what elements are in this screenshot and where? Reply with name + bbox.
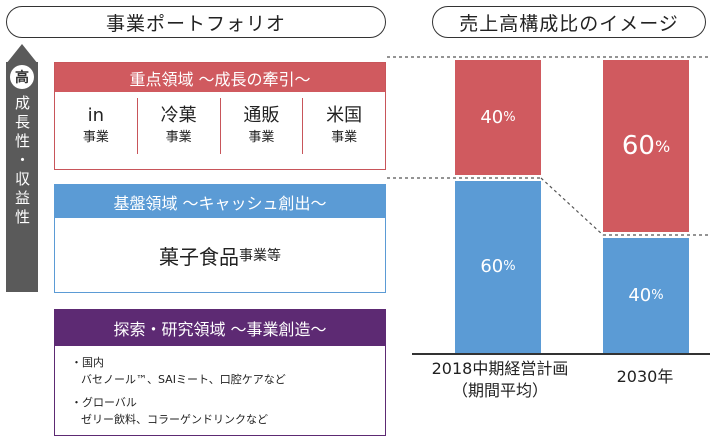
base-business-name: 菓子食品	[159, 244, 239, 269]
base-area-title: 基盤領域 ～キャッシュ創出～	[55, 185, 385, 218]
bar-unit: %	[651, 288, 664, 304]
list-item-head: ・国内	[71, 356, 104, 369]
bar-value: 60	[621, 131, 655, 162]
list-item-detail: ゼリー飲料、コラーゲンドリンクなど	[81, 413, 268, 426]
business-us: 米国 事業	[303, 98, 385, 154]
bar-value: 60	[480, 256, 504, 278]
bar-2018-base: 60%	[455, 180, 541, 353]
dash-mid-2	[540, 177, 604, 236]
list-item-head: ・グローバル	[71, 396, 137, 409]
business-name: 冷菓	[160, 105, 197, 126]
bar-unit: %	[654, 136, 671, 156]
base-business-suffix: 事業等	[239, 248, 281, 264]
exploration-list: ・国内 バセノール™、SAIミート、口腔ケアなど ・グローバル ゼリー飲料、コラ…	[55, 346, 385, 428]
axis-high-badge: 高	[10, 65, 34, 89]
portfolio-header-label: 事業ポートフォリオ	[105, 12, 286, 35]
priority-business-row: in 事業 冷菓 事業 通販 事業 米国 事業	[55, 92, 385, 160]
business-mail-order: 通販 事業	[221, 98, 304, 154]
axis-arrow	[6, 62, 38, 292]
exploration-area-box: 探索・研究領域 ～事業創造～ ・国内 バセノール™、SAIミート、口腔ケアなど …	[54, 309, 386, 436]
x-label-line: 2018中期経営計画	[431, 359, 569, 378]
chart-baseline	[412, 353, 710, 355]
bar-2030-base: 40%	[603, 238, 689, 353]
composition-header: 売上高構成比のイメージ	[432, 6, 706, 38]
priority-area-title: 重点領域 ～成長の牽引～	[55, 63, 385, 92]
bar-2018-priority: 40%	[455, 60, 541, 175]
x-label-2018: 2018中期経営計画 （期間平均）	[405, 358, 595, 402]
exploration-area-title: 探索・研究領域 ～事業創造～	[55, 310, 385, 346]
portfolio-header: 事業ポートフォリオ	[6, 6, 386, 38]
business-name: in	[87, 105, 105, 126]
base-business: 菓子食品 事業等	[55, 218, 385, 292]
bar-value: 40	[628, 285, 652, 307]
business-suffix: 事業	[248, 130, 275, 145]
composition-header-label: 売上高構成比のイメージ	[459, 12, 679, 35]
business-suffix: 事業	[331, 130, 358, 145]
x-label-line: （期間平均）	[451, 381, 548, 400]
base-area-box: 基盤領域 ～キャッシュ創出～ 菓子食品 事業等	[54, 184, 386, 293]
x-label-2030: 2030年	[600, 366, 690, 388]
axis-high-label: 高	[15, 70, 29, 86]
business-name: 通販	[243, 105, 280, 126]
business-in: in 事業	[55, 98, 138, 154]
bar-value: 40	[480, 106, 504, 128]
business-suffix: 事業	[165, 130, 192, 145]
axis-label: 成長性・収益性	[13, 95, 31, 228]
x-label-line: 2030年	[616, 367, 674, 386]
priority-area-box: 重点領域 ～成長の牽引～ in 事業 冷菓 事業 通販 事業 米国 事業	[54, 62, 386, 170]
list-item-detail: バセノール™、SAIミート、口腔ケアなど	[81, 373, 286, 386]
bar-unit: %	[503, 109, 516, 125]
bar-2030-priority: 60%	[603, 60, 689, 233]
business-name: 米国	[326, 105, 363, 126]
axis-arrow-head	[6, 44, 38, 64]
bar-unit: %	[503, 259, 516, 275]
business-suffix: 事業	[82, 130, 109, 145]
business-frozen-dessert: 冷菓 事業	[138, 98, 221, 154]
